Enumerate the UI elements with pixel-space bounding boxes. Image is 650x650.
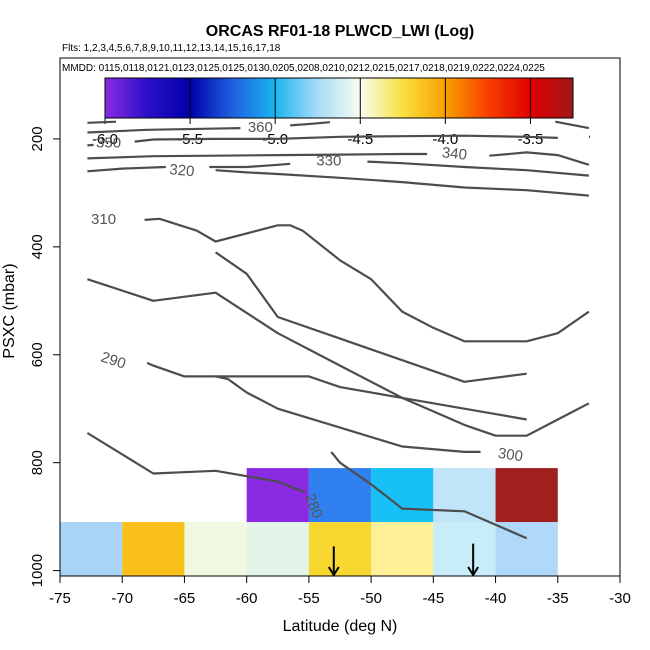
heatmap-cell — [60, 522, 123, 576]
colorbar-bar — [104, 77, 574, 119]
colorbar: -6.0 -5.5 -5.0 -4.5 -4.0 -3.5 — [92, 77, 574, 148]
heatmap-cell — [308, 522, 372, 576]
dates-text: MMDD: 0115,0118,0121,0123,0125,0125,0130… — [62, 63, 545, 74]
heatmap-cells — [60, 468, 558, 576]
contour-label: 340 — [441, 144, 468, 164]
y-tick-label: 600 — [29, 342, 46, 367]
x-tick-label: -40 — [485, 590, 507, 607]
contour-label: 330 — [316, 153, 341, 170]
heatmap-cell — [495, 522, 558, 576]
heatmap-cell — [184, 522, 247, 576]
contour-line-330 — [367, 160, 589, 177]
contour-line-360 — [290, 121, 331, 127]
contour-line-300 — [214, 251, 527, 383]
colorbar-tick-label: -6.0 — [92, 131, 118, 148]
contour-line-340 — [87, 152, 428, 160]
contour-line-320 — [215, 169, 589, 197]
x-tick-label: -75 — [49, 590, 71, 607]
heatmap-cell — [371, 522, 434, 576]
heatmap-cell — [246, 468, 309, 523]
x-axis: -75 -70 -65 -60 -55 -50 -45 -40 -35 -30 — [49, 576, 631, 607]
contour-line-280 — [86, 432, 306, 494]
contour-line-310 — [144, 217, 590, 343]
contour-label: 290 — [99, 349, 128, 373]
x-tick-label: -55 — [298, 590, 320, 607]
contour-line-350 — [134, 134, 558, 143]
x-tick-label: -30 — [609, 590, 631, 607]
heatmap-cell — [433, 468, 496, 523]
contour-lines — [86, 120, 591, 540]
heatmap-cell — [122, 522, 185, 576]
contour-label: 320 — [169, 161, 195, 180]
contour-line-330 — [87, 165, 166, 173]
contour-line-290 — [146, 361, 527, 421]
flights-text: Flts: 1,2,3,4,5,6,7,8,9,10,11,12,13,14,1… — [62, 43, 281, 54]
contour-line-360 — [87, 127, 241, 134]
x-axis-label: Latitude (deg N) — [283, 618, 398, 635]
contour-label: 310 — [91, 211, 116, 228]
x-tick-label: -50 — [360, 590, 382, 607]
contour-line-360 — [87, 120, 117, 124]
heatmap-cell — [495, 468, 558, 523]
contour-line-360 — [555, 120, 590, 130]
contour-line-340 — [489, 151, 590, 166]
contour-label: 300 — [497, 445, 524, 465]
y-axis-label: PSXC (mbar) — [1, 263, 18, 358]
y-tick-label: 400 — [29, 234, 46, 259]
x-tick-label: -65 — [174, 590, 196, 607]
x-tick-label: -35 — [547, 590, 569, 607]
contour-label: 360 — [248, 119, 273, 136]
heatmap-cell — [433, 522, 496, 576]
y-tick-label: 800 — [29, 450, 46, 475]
contour-line-330 — [209, 162, 291, 169]
contour-label: 350 — [96, 135, 121, 152]
plot-frame — [59, 57, 621, 577]
x-tick-label: -70 — [111, 590, 133, 607]
y-tick-label: 1000 — [29, 554, 46, 587]
arrow-head — [327, 566, 340, 577]
heatmap-cell — [246, 522, 309, 576]
arrow-head — [467, 566, 480, 577]
x-tick-label: -45 — [422, 590, 444, 607]
contour-line-unlabeled — [87, 278, 590, 437]
contour-line-280 — [330, 451, 528, 540]
colorbar-tick-label: -3.5 — [518, 131, 544, 148]
chart-title: ORCAS RF01-18 PLWCD_LWI (Log) — [206, 23, 474, 40]
x-tick-label: -60 — [236, 590, 258, 607]
y-tick-label: 200 — [29, 126, 46, 151]
contour-line-350 — [87, 143, 94, 147]
flight-arrows — [327, 543, 480, 577]
y-axis: 200 400 600 800 1000 — [29, 126, 60, 587]
contour-line-300 — [215, 375, 481, 453]
heatmap-cell — [371, 468, 434, 523]
colorbar-tick-label: -4.5 — [347, 131, 373, 148]
